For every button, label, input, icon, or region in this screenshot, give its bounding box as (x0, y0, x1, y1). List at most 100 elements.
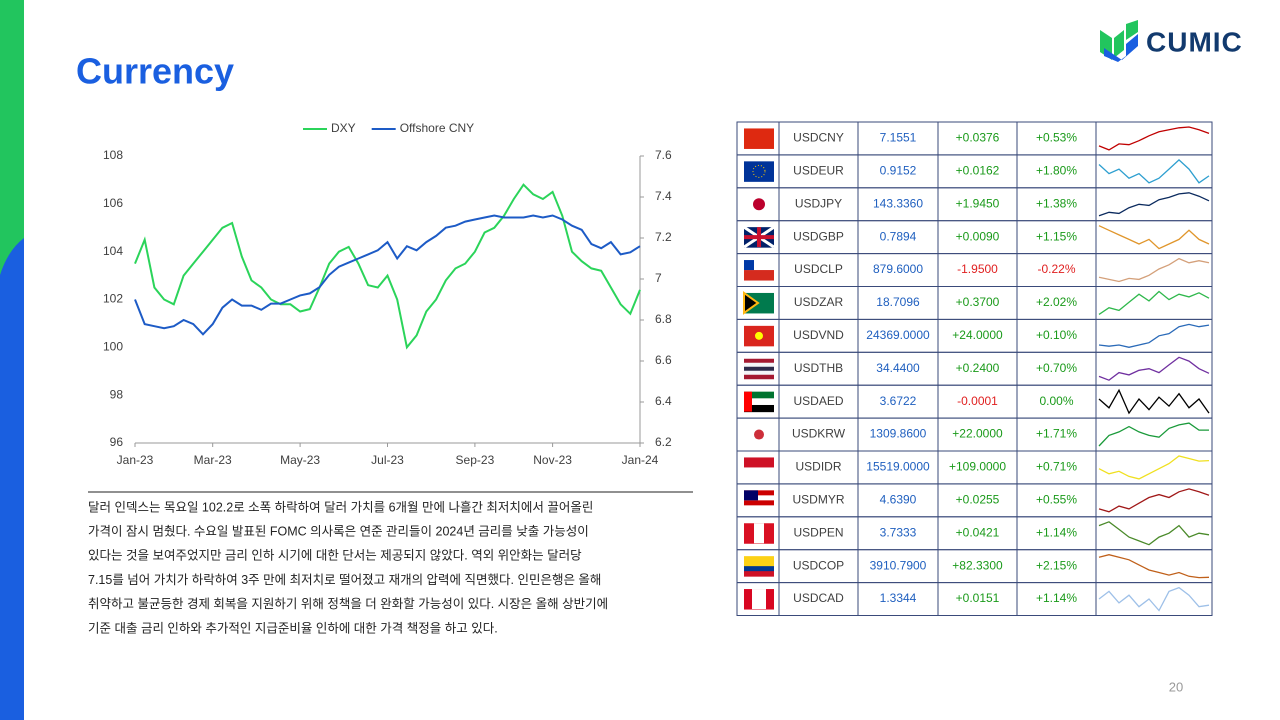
change-pct: +0.55% (1036, 493, 1077, 507)
sparkline (1098, 323, 1210, 348)
currency-pair: USDEUR (793, 164, 844, 178)
flag (744, 398, 774, 406)
x-tick-label: Sep-23 (456, 453, 495, 467)
change-pct: +0.70% (1036, 361, 1077, 375)
series-line (134, 183, 641, 350)
currency-pair: USDZAR (794, 295, 844, 309)
y-tick-label: 98 (110, 387, 124, 401)
y-tick-label: 104 (103, 244, 123, 258)
currency-pair: USDVND (793, 328, 844, 342)
flag (744, 161, 774, 182)
change-pct: +1.80% (1036, 164, 1077, 178)
sparkline (1098, 225, 1210, 250)
rate: 1.3344 (880, 591, 917, 605)
sparkline (1098, 554, 1210, 579)
logo-icon (1100, 20, 1138, 62)
flag (744, 366, 774, 372)
flag (744, 561, 774, 567)
x-tick-label: Jul-23 (371, 453, 404, 467)
change-pct: +1.71% (1036, 427, 1077, 441)
change-pct: +0.53% (1036, 131, 1077, 145)
flag (744, 556, 774, 562)
slide-title: Currency (76, 51, 234, 92)
sparkline (1098, 388, 1210, 415)
flag (744, 128, 774, 149)
change-pct: 0.00% (1039, 394, 1073, 408)
flag (754, 523, 764, 544)
flag (744, 490, 774, 496)
change: +1.9450 (956, 196, 1000, 210)
flag (752, 589, 766, 610)
sparkline (1098, 257, 1210, 283)
sparkline (1098, 586, 1210, 612)
rate: 3.6722 (880, 394, 917, 408)
sparkline (1098, 521, 1210, 546)
change-pct: +2.15% (1036, 558, 1077, 572)
currency-pair: USDTHB (794, 361, 843, 375)
currency-pair: USDCNY (793, 131, 844, 145)
series-line (134, 214, 641, 336)
y2-tick-label: 6.2 (655, 435, 672, 449)
flag (744, 404, 774, 413)
paragraph-line: 취약하고 불균등한 경제 회복을 지원하기 위해 정책을 더 완화할 가능성이 … (88, 596, 608, 611)
change: +0.2400 (956, 361, 1000, 375)
currency-pair: USDKRW (792, 427, 846, 441)
flag (744, 270, 774, 281)
flag (744, 571, 774, 577)
flag (744, 362, 774, 368)
rate: 4.6390 (880, 493, 917, 507)
rate: 24369.0000 (866, 328, 930, 342)
sparkline (1098, 192, 1210, 217)
sparkline (1098, 159, 1210, 184)
rate: 15519.0000 (866, 460, 930, 474)
currency-pair: USDAED (793, 394, 843, 408)
change-pct: +1.38% (1036, 196, 1077, 210)
change: +0.0162 (956, 164, 1000, 178)
change: +24.0000 (952, 328, 1003, 342)
change-pct: -0.22% (1037, 262, 1075, 276)
y2-tick-label: 6.8 (655, 312, 672, 326)
sparkline (1098, 290, 1210, 315)
flag (744, 490, 758, 501)
flag (744, 457, 774, 468)
row-border (736, 582, 1213, 616)
rate: 3.7333 (880, 525, 917, 539)
change: -1.9500 (957, 262, 998, 276)
flag (744, 227, 774, 248)
paragraph-line: 가격이 잠시 멈췄다. 수요일 발표된 FOMC 의사록은 연준 관리들이 20… (88, 524, 589, 538)
flag (744, 391, 752, 412)
y2-tick-label: 7.6 (655, 148, 672, 162)
y2-tick-label: 7 (655, 271, 662, 285)
currency-pair: USDCAD (793, 591, 844, 605)
legend-label: Offshore CNY (400, 121, 474, 135)
currency-pair: USDPEN (793, 525, 843, 539)
y2-tick-label: 7.2 (655, 230, 672, 244)
rate: 3910.7900 (870, 558, 927, 572)
flag (744, 358, 774, 364)
change: +82.3300 (952, 558, 1003, 572)
rate: 879.6000 (873, 262, 923, 276)
flag (744, 566, 774, 572)
legend-label: DXY (331, 121, 356, 135)
chart: 96 98 100 102 104 106 108 6.2 6.4 6.6 6.8 7 7.2 7.4 7.… (103, 121, 672, 467)
flag (743, 291, 760, 315)
change: -0.0001 (957, 394, 998, 408)
x-tick-label: May-23 (280, 453, 320, 467)
change: +109.0000 (949, 460, 1006, 474)
flag (744, 374, 774, 380)
y2-tick-label: 6.4 (655, 394, 672, 408)
y-tick-label: 108 (103, 148, 123, 162)
logo-text: CUMIC (1146, 26, 1243, 57)
currency-pair: USDIDR (795, 460, 841, 474)
y-tick-label: 100 (103, 340, 123, 354)
change-pct: +1.14% (1036, 591, 1077, 605)
commentary: 달러 인덱스는 목요일 102.2로 소폭 하락하여 달러 가치를 6개월 만에… (88, 500, 608, 635)
x-tick-label: Mar-23 (194, 453, 232, 467)
y-tick-label: 106 (103, 196, 123, 210)
flag (754, 429, 764, 440)
flag (744, 391, 774, 399)
currency-pair: USDJPY (795, 196, 842, 210)
y2-tick-label: 6.6 (655, 353, 672, 367)
